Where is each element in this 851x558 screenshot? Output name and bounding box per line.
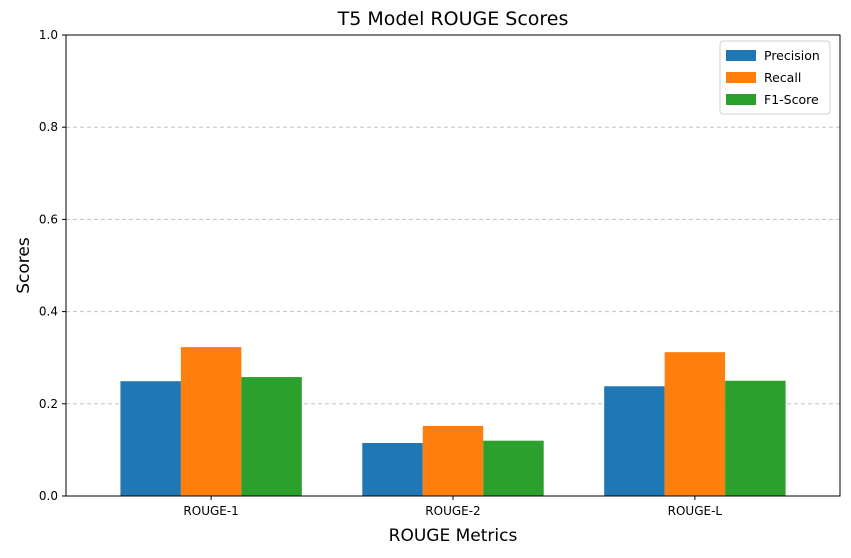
- bar-f1-score-rouge-1: [241, 377, 302, 496]
- bars: [120, 347, 786, 496]
- bar-f1-score-rouge-2: [483, 440, 544, 496]
- bar-recall-rouge-2: [422, 425, 484, 496]
- x-axis-ticks: ROUGE-1 ROUGE-2 ROUGE-L: [183, 496, 722, 518]
- bar-recall-rouge-1: [180, 347, 242, 496]
- y-tick-label: 0.6: [39, 212, 58, 226]
- legend: Precision Recall F1-Score: [719, 40, 831, 115]
- legend-label: Recall: [764, 70, 801, 85]
- x-tick-label: ROUGE-L: [668, 504, 723, 518]
- legend-label: Precision: [764, 48, 820, 63]
- y-axis-title: Scores: [14, 237, 34, 294]
- legend-swatch: [726, 72, 756, 83]
- y-tick-label: 0.4: [39, 305, 58, 319]
- bar-f1-score-rouge-l: [725, 380, 786, 496]
- bar-precision-rouge-2: [362, 442, 423, 496]
- y-tick-label: 0.8: [39, 120, 58, 134]
- x-tick-label: ROUGE-2: [425, 504, 480, 518]
- bar-precision-rouge-1: [120, 381, 181, 496]
- x-axis-title: ROUGE Metrics: [389, 526, 518, 546]
- legend-swatch: [726, 50, 756, 61]
- y-tick-label: 1.0: [39, 28, 58, 42]
- y-axis-ticks: 0.0 0.2 0.4 0.6 0.8 1.0: [39, 28, 66, 503]
- bar-recall-rouge-l: [664, 352, 726, 496]
- bar-precision-rouge-l: [604, 386, 665, 496]
- legend-swatch: [726, 94, 756, 105]
- x-tick-label: ROUGE-1: [183, 504, 238, 518]
- y-tick-label: 0.0: [39, 489, 58, 503]
- legend-label: F1-Score: [764, 92, 819, 107]
- y-tick-label: 0.2: [39, 397, 58, 411]
- chart-title: T5 Model ROUGE Scores: [337, 8, 569, 30]
